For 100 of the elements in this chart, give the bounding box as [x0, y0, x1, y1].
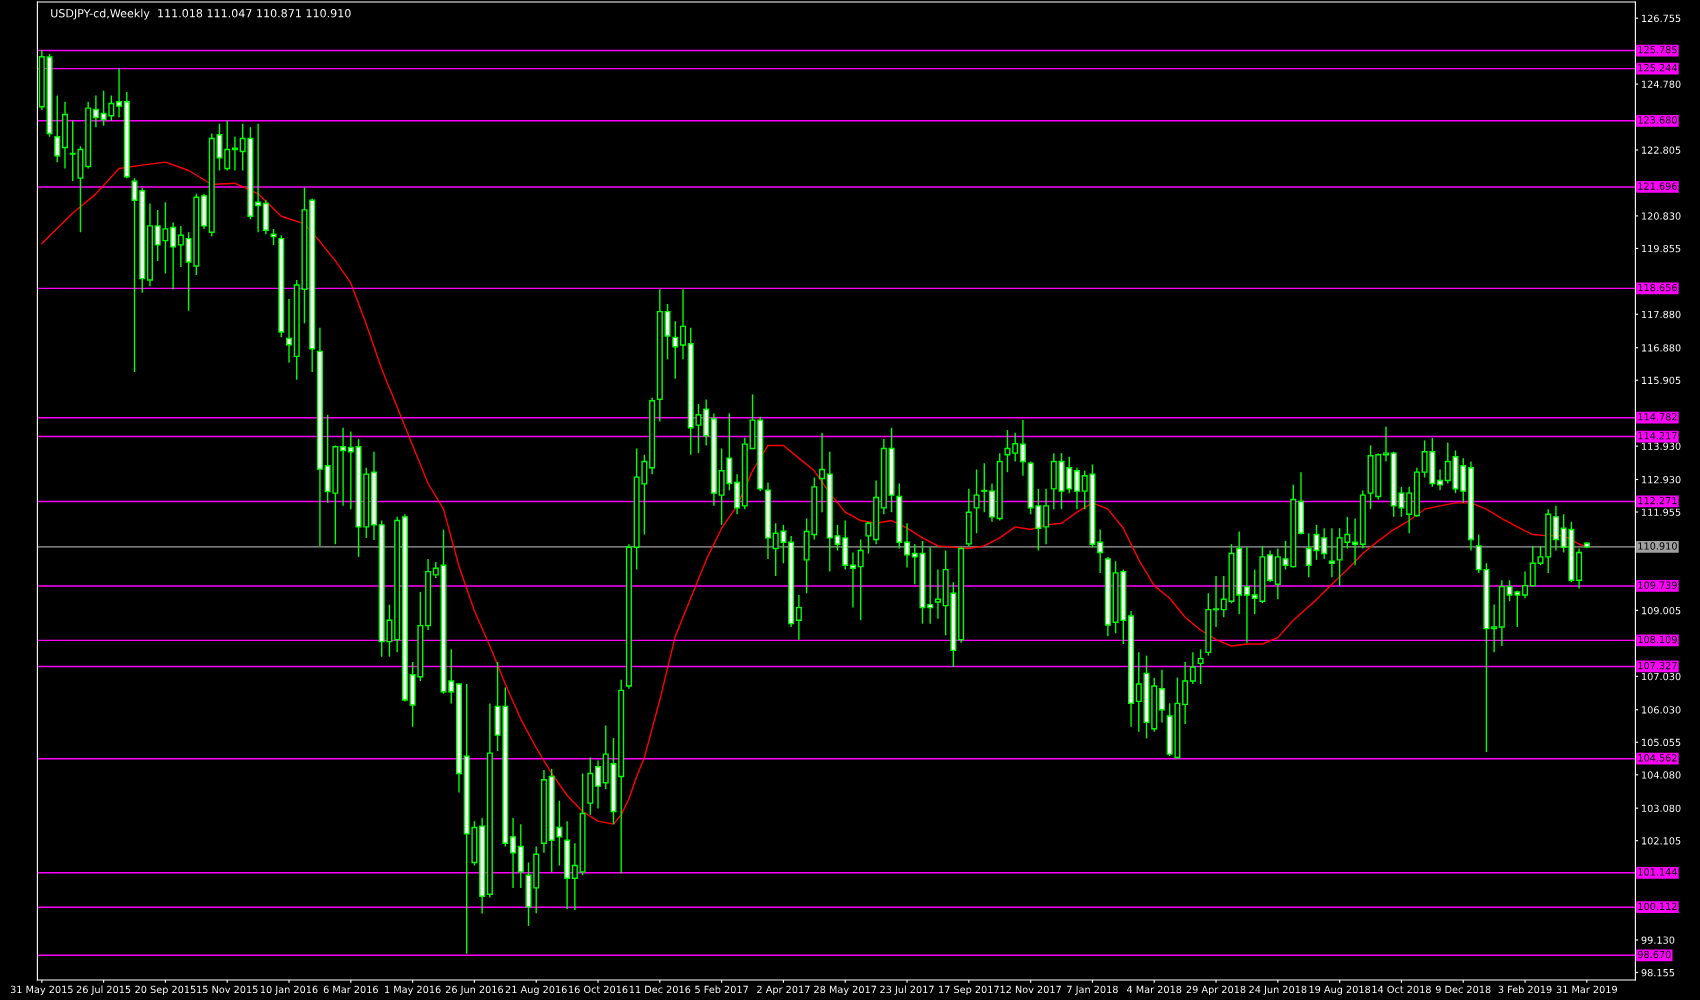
y-tick-label: 102.105	[1642, 837, 1681, 845]
y-tick-label: 107.030	[1642, 672, 1681, 681]
candlestick	[819, 432, 826, 513]
x-tick-label: 31 Mar 2019	[1556, 985, 1617, 994]
y-tick-label: 116.880	[1642, 344, 1681, 352]
x-tick-label: 11 Dec 2016	[629, 985, 691, 994]
candlestick	[1382, 425, 1390, 463]
y-tick-label: 115.905	[1642, 376, 1681, 385]
x-tick-label: 28 May 2017	[814, 985, 877, 995]
candlestick	[865, 521, 872, 555]
ref-line-label: 123.680	[1638, 116, 1677, 124]
y-tick-label: 111.955	[1642, 508, 1681, 516]
y-tick-label: 104.080	[1642, 771, 1681, 779]
candlestick	[1097, 528, 1104, 574]
candlestick	[1019, 419, 1026, 477]
candlestick	[510, 817, 517, 889]
x-tick-label: 29 Apr 2018	[1186, 985, 1246, 995]
y-tick-label: 99.130	[1641, 936, 1675, 944]
candlestick	[904, 522, 911, 569]
ref-line-label: 112.271	[1638, 496, 1677, 505]
y-tick-label: 98.155	[1641, 968, 1675, 977]
ref-line-label: 109.739	[1638, 581, 1677, 589]
ref-line-label: 108.109	[1638, 635, 1677, 644]
candlestick	[571, 842, 578, 911]
ref-line-label: 110.910	[1638, 542, 1677, 550]
candlestick	[1491, 603, 1498, 654]
candlestick	[347, 430, 354, 510]
candlestick	[927, 546, 934, 625]
candlestick	[679, 288, 687, 361]
y-tick-label: 119.855	[1642, 244, 1681, 253]
y-tick-label: 105.055	[1642, 738, 1681, 747]
y-tick-label: 106.030	[1642, 706, 1681, 714]
y-tick-label: 117.880	[1642, 310, 1681, 319]
y-tick-label: 103.080	[1642, 804, 1681, 812]
x-tick-label: 17 Sep 2017	[939, 985, 999, 995]
candlestick	[981, 462, 988, 513]
candlestick	[116, 67, 123, 119]
candlestick	[1189, 651, 1196, 685]
x-tick-label: 1 May 2016	[385, 985, 441, 995]
candlestick	[1182, 661, 1189, 725]
candlestick	[92, 94, 99, 128]
x-tick-label: 31 May 2015	[10, 985, 73, 995]
ref-line-label: 118.656	[1638, 283, 1677, 292]
candlestick	[1437, 468, 1444, 491]
x-tick-label: 24 Jun 2018	[1249, 985, 1307, 995]
candlestick	[54, 94, 61, 163]
y-tick-label: 126.755	[1642, 14, 1681, 23]
ref-line-label: 107.327	[1638, 661, 1677, 670]
x-tick-label: 26 Jun 2016	[445, 985, 504, 995]
candlestick	[231, 136, 238, 172]
candlestick	[934, 568, 941, 620]
x-tick-label: 12 Nov 2017	[1000, 985, 1061, 994]
x-tick-label: 19 Aug 2018	[1309, 985, 1371, 995]
candlestick	[1243, 546, 1250, 644]
ref-line-label: 104.562	[1638, 754, 1677, 762]
ref-line-label: 98.670	[1637, 950, 1671, 959]
candlestick	[1213, 575, 1220, 628]
x-tick-label: 6 Mar 2016	[323, 985, 378, 994]
x-tick-label: 14 Oct 2018	[1372, 985, 1431, 994]
candlestick	[1004, 429, 1011, 473]
x-tick-label: 10 Jan 2016	[260, 985, 318, 995]
candlestick	[1321, 527, 1328, 560]
x-tick-label: 4 Mar 2018	[1126, 985, 1182, 994]
ref-line-label: 114.217	[1638, 432, 1677, 440]
candlestick	[1352, 517, 1359, 566]
y-tick-label: 122.805	[1642, 146, 1681, 154]
y-tick-label: 120.830	[1642, 212, 1681, 220]
ref-line-label: 121.696	[1638, 182, 1677, 190]
candlestick	[672, 320, 679, 380]
candlestick	[170, 221, 177, 290]
candlestick	[340, 427, 347, 507]
ref-line-label: 101.144	[1638, 868, 1677, 876]
candlestick	[1158, 668, 1165, 724]
x-tick-label: 23 Jul 2017	[880, 985, 934, 995]
x-tick-label: 9 Dec 2018	[1435, 985, 1491, 994]
text: USDJPY-cd,Weekly 111.018 111.047 110.871 110.910	[51, 8, 351, 20]
x-tick-label: 21 Aug 2016	[505, 985, 567, 995]
x-tick-label: 20 Sep 2015	[135, 985, 196, 995]
ref-line-label: 100.112	[1638, 902, 1677, 911]
x-tick-label: 5 Feb 2017	[695, 985, 748, 994]
candlestick	[857, 538, 864, 621]
y-tick-label: 113.930	[1642, 442, 1681, 450]
candlestick	[973, 468, 980, 534]
candlestick	[849, 551, 856, 609]
y-tick-label: 109.005	[1642, 606, 1681, 615]
candlestick	[1043, 488, 1050, 545]
candlestick	[1444, 441, 1451, 485]
candlestick	[1522, 570, 1529, 599]
x-tick-label: 16 Oct 2016	[569, 985, 628, 994]
candlestick	[1197, 648, 1204, 685]
candlestick	[795, 594, 802, 641]
y-tick-label: 112.930	[1642, 475, 1681, 484]
ref-line-label: 125.785	[1638, 46, 1677, 54]
x-tick-label: 2 Apr 2017	[757, 985, 810, 995]
candlestick	[1406, 486, 1413, 534]
y-tick-label: 124.780	[1642, 80, 1681, 88]
x-tick-label: 3 Feb 2019	[1498, 985, 1552, 994]
x-tick-label: 15 Nov 2015	[197, 985, 258, 994]
candlestick	[286, 298, 293, 364]
candlestick	[1012, 432, 1019, 463]
